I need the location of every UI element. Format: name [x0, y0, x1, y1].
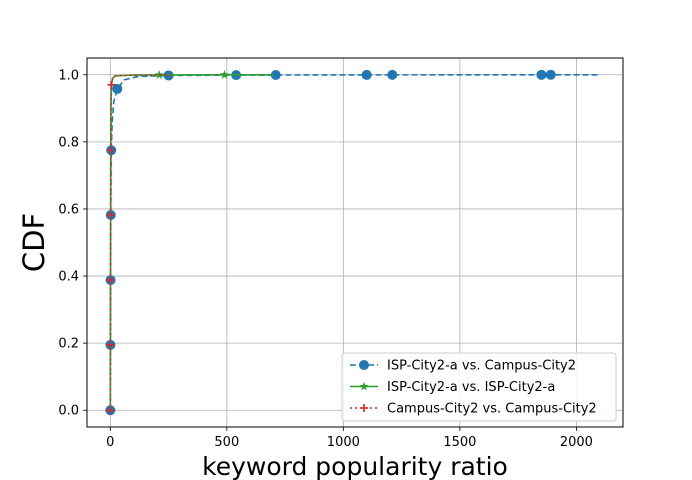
x-tick-label: 500 [214, 435, 239, 450]
legend-label-1: ISP-City2-a vs. Campus-City2 [387, 359, 576, 374]
x-tick-label: 1000 [327, 435, 360, 450]
series-3-point [107, 80, 116, 89]
y-tick-label: 1.0 [58, 68, 79, 83]
legend-marker-1 [359, 360, 369, 370]
series-3-point [106, 276, 115, 285]
x-axis-title: keyword popularity ratio [202, 452, 508, 480]
series-3-point [106, 406, 115, 415]
series-1-point [361, 69, 372, 80]
series-3-point [106, 146, 115, 155]
series-3-point [106, 210, 115, 219]
series-3 [106, 73, 171, 415]
x-tick-label: 1500 [443, 435, 476, 450]
series-1-point [112, 83, 123, 94]
series-2-point [219, 70, 230, 79]
plot-area-frame [86, 57, 624, 428]
axis-ticks: 0 500 1000 1500 2000 0.0 0.2 0.4 0.6 0.8 1.0 [58, 68, 593, 450]
legend-marker-3 [360, 404, 368, 412]
legend-marker-2 [359, 381, 369, 391]
y-tick-label: 0.2 [58, 337, 79, 352]
series-2-point [154, 70, 164, 79]
legend-label-2: ISP-City2-a vs. ISP-City2-a [387, 380, 555, 395]
legend-box [341, 352, 617, 422]
legend-label-3: Campus-City2 vs. Campus-City2 [387, 402, 597, 417]
series-1-point [536, 69, 547, 80]
legend: ISP-City2-a vs. Campus-City2 ISP-City2-a … [341, 352, 617, 422]
y-tick-label: 0.6 [58, 202, 79, 217]
series-layer [105, 69, 600, 416]
series-1-point [545, 69, 556, 80]
x-tick-label: 2000 [560, 435, 593, 450]
series-1-point [387, 69, 398, 80]
y-axis-title: CDF [17, 213, 51, 272]
x-tick-label: 0 [106, 435, 114, 450]
y-tick-label: 0.4 [58, 270, 79, 285]
series-3-point [106, 340, 115, 349]
y-tick-label: 0.8 [58, 135, 79, 150]
y-tick-label: 0.0 [58, 404, 79, 419]
